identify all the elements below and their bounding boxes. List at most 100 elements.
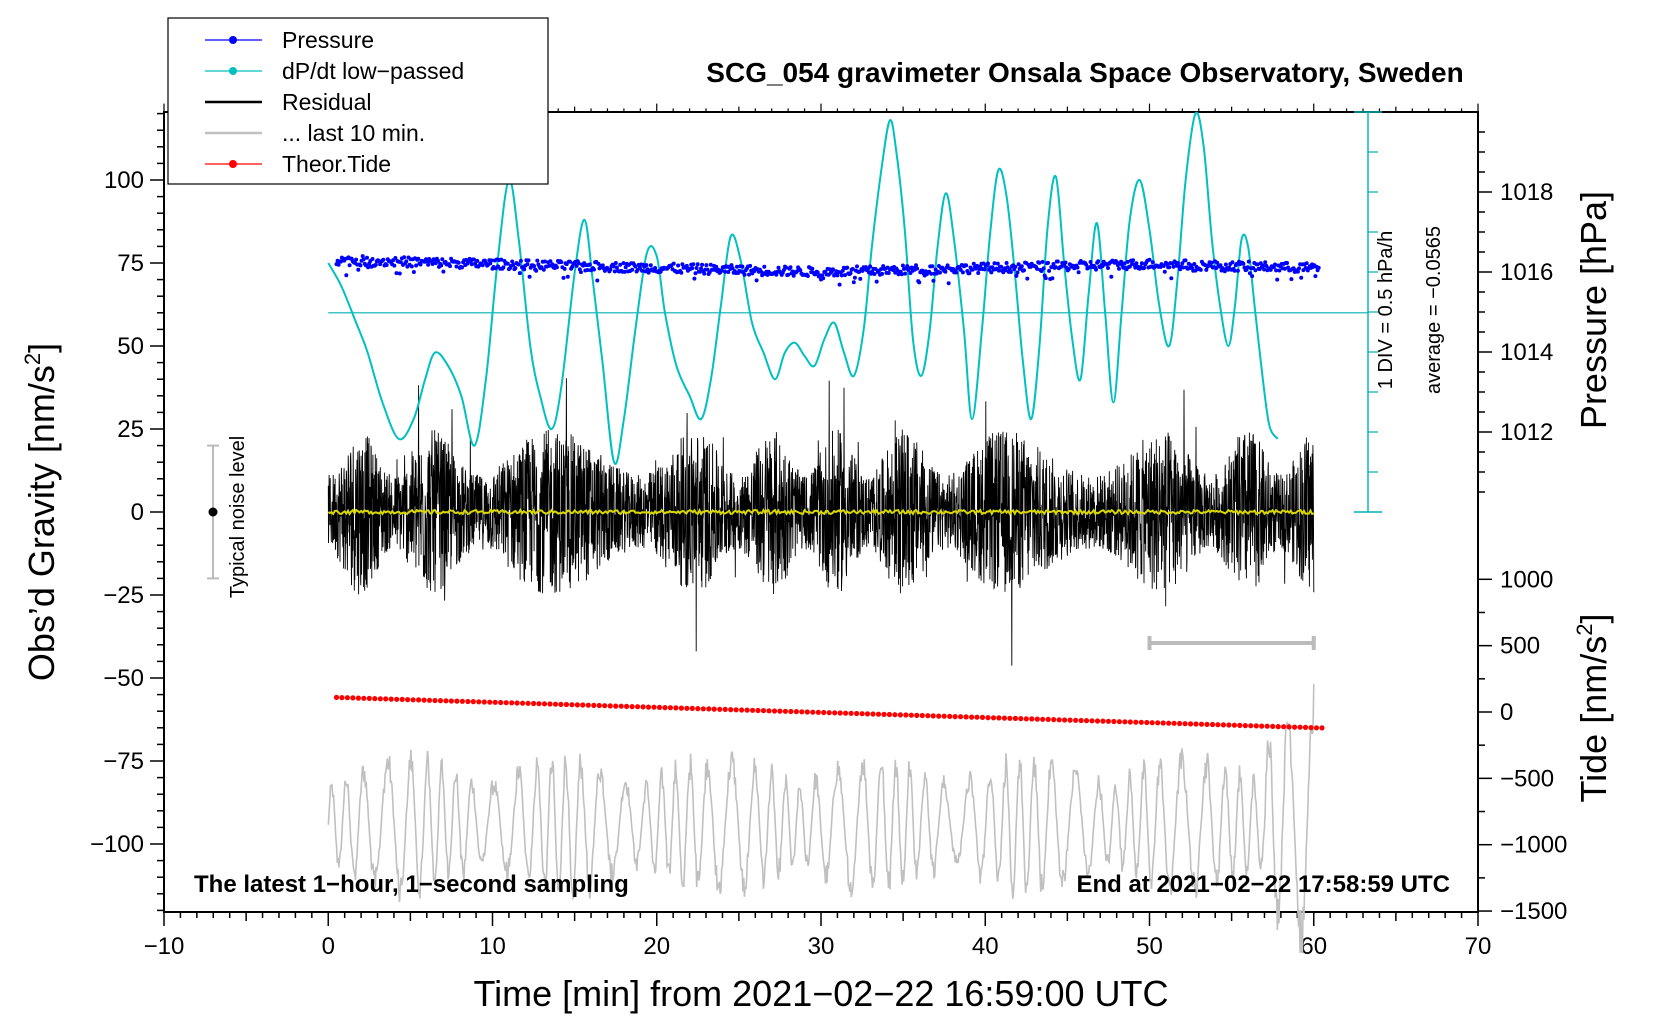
x-tick-label: 60	[1300, 933, 1327, 960]
pressure-point	[454, 264, 459, 269]
pressure-point	[535, 258, 540, 263]
pressure-point	[692, 276, 697, 281]
pressure-point	[1289, 277, 1294, 282]
tide-point	[454, 698, 460, 704]
residual-mean-series	[327, 507, 1315, 517]
tide-point	[563, 701, 570, 708]
tide-point	[1105, 718, 1111, 724]
pressure-point	[821, 276, 826, 281]
tide-point	[585, 702, 591, 708]
pressure-point	[872, 272, 877, 276]
legend-label: Pressure	[282, 27, 374, 53]
legend-label: Residual	[282, 89, 372, 115]
y-axis-pressure: 1018 1016 1014 1012	[1478, 131, 1553, 493]
tide-point	[1171, 720, 1177, 726]
tide-point	[1056, 717, 1062, 723]
pressure-point	[831, 267, 835, 272]
pressure-point	[697, 269, 702, 274]
x-tick-label: 40	[972, 933, 999, 960]
pressure-point	[565, 274, 570, 279]
pressure-point	[1175, 261, 1180, 265]
pressure-point	[1297, 266, 1301, 271]
pressure-point	[946, 281, 951, 286]
tide-point	[470, 699, 476, 705]
pressure-point	[436, 258, 440, 263]
pressure-point	[931, 278, 936, 283]
pressure-point	[344, 273, 349, 278]
pressure-point	[522, 267, 527, 272]
pressure-point	[729, 263, 734, 268]
tide-point	[974, 714, 980, 720]
tide-point	[1122, 719, 1128, 725]
pressure-point	[680, 262, 685, 267]
tide-point	[355, 695, 361, 701]
pressure-point	[1037, 260, 1042, 265]
tide-tick-label: −500	[1500, 765, 1554, 792]
pressure-point	[623, 265, 628, 270]
tide-point	[1264, 723, 1270, 729]
pressure-point	[644, 263, 649, 268]
tide-point	[333, 694, 340, 701]
pressure-point	[404, 259, 409, 264]
pressure-point	[441, 269, 446, 274]
tide-point	[645, 704, 652, 710]
y-tick-label: −25	[103, 582, 144, 609]
pressure-point	[690, 266, 695, 271]
pressure-point	[541, 267, 546, 272]
tide-point	[372, 696, 378, 702]
legend-label: dP/dt low−passed	[282, 58, 464, 84]
pressure-point	[880, 271, 885, 276]
pressure-point	[776, 265, 781, 270]
pressure-point	[726, 270, 731, 274]
pressure-point	[1059, 264, 1064, 269]
tide-point	[399, 696, 405, 703]
tide-point	[1116, 719, 1122, 725]
pressure-point	[1139, 261, 1144, 266]
tide-point	[1182, 721, 1188, 727]
tide-point	[596, 702, 602, 709]
pressure-point	[1053, 265, 1058, 270]
y-tick-label: 75	[117, 250, 144, 277]
tide-point	[760, 708, 767, 714]
pressure-point	[365, 255, 369, 260]
pressure-point	[570, 264, 575, 269]
pressure-point	[595, 278, 600, 283]
tide-point	[1177, 720, 1183, 727]
tide-point	[717, 706, 723, 712]
pressure-point	[695, 262, 700, 267]
noise-level-label: Typical noise level	[227, 436, 249, 598]
pressure-point	[409, 264, 414, 269]
pressure-point	[600, 263, 605, 268]
pressure-point	[1274, 268, 1279, 273]
pressure-point	[852, 275, 857, 280]
pressure-tick-label: 1016	[1500, 259, 1553, 286]
pressure-point	[618, 262, 623, 267]
pressure-point	[1218, 263, 1223, 268]
tide-point	[662, 705, 668, 711]
pressure-point	[1147, 257, 1152, 262]
pressure-point	[754, 278, 759, 283]
tide-point	[1023, 716, 1029, 722]
pressure-point	[633, 264, 638, 269]
pressure-point	[1183, 258, 1188, 263]
tide-point	[405, 697, 411, 703]
pressure-point	[440, 257, 445, 262]
tide-point	[804, 709, 810, 715]
tide-point	[1253, 723, 1259, 729]
pressure-point	[411, 270, 416, 274]
tide-point	[793, 709, 800, 715]
pressure-point	[702, 271, 707, 276]
dpdt-average-label: average = −0.0565	[1423, 226, 1445, 394]
pressure-point	[640, 268, 644, 273]
tide-point	[531, 700, 537, 707]
pressure-point	[1171, 264, 1176, 269]
pressure-point	[1299, 275, 1304, 280]
tide-point	[459, 698, 465, 704]
tide-point	[618, 703, 624, 709]
pressure-point	[1161, 264, 1166, 268]
pressure-point	[899, 272, 904, 277]
tide-point	[996, 715, 1002, 721]
tide-point	[574, 702, 581, 708]
pressure-point	[1125, 259, 1130, 264]
tide-point	[854, 710, 860, 717]
